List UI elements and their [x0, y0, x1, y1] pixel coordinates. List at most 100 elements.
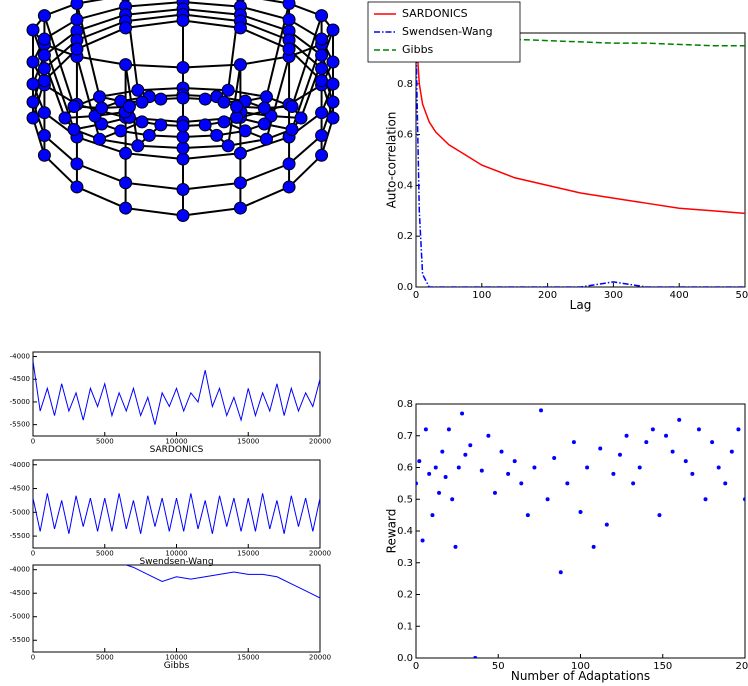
lattice-node	[95, 101, 109, 115]
y-tick-label: -4500	[10, 485, 30, 493]
scatter-point	[736, 427, 741, 432]
lattice-node	[70, 157, 84, 171]
lattice-edge	[125, 152, 184, 160]
x-tick-label: 200	[735, 661, 748, 672]
lattice-node	[37, 62, 51, 76]
x-tick-label: 15000	[237, 438, 259, 446]
lattice-node	[37, 74, 51, 88]
y-tick-label: 0.0	[397, 653, 413, 664]
lattice-node	[176, 91, 190, 105]
axes-frame	[32, 564, 321, 653]
y-tick-label: 0.2	[397, 590, 413, 601]
scatter-point	[585, 465, 590, 470]
lattice-edge	[240, 27, 290, 50]
lattice-edge	[182, 87, 229, 92]
scatter-point	[743, 497, 745, 502]
lattice-edge	[182, 8, 241, 16]
lattice-node	[135, 95, 149, 109]
lattice-edge	[76, 0, 104, 5]
lattice-node	[233, 201, 247, 215]
lattice-edge	[288, 134, 323, 165]
scatter-point	[631, 481, 636, 486]
y-tick-label: -4500	[10, 375, 30, 383]
y-tick-label: 0.7	[397, 431, 413, 442]
x-tick-label: 200	[538, 290, 557, 301]
lattice-node	[135, 115, 149, 129]
lattice-edge	[76, 162, 126, 184]
lattice-node	[198, 118, 212, 132]
scatter-point	[443, 475, 448, 480]
lattice-edge	[240, 186, 290, 209]
lattice-node	[221, 139, 235, 153]
axes-frame	[32, 459, 321, 549]
lattice-node	[26, 111, 40, 125]
legend-label: Swendsen-Wang	[402, 25, 493, 38]
lattice-node	[26, 23, 40, 37]
scatter-point	[433, 465, 438, 470]
scatter-point	[723, 481, 728, 486]
lattice-edge	[76, 186, 126, 209]
scatter-point	[437, 490, 442, 495]
lattice-edge	[240, 55, 290, 66]
lattice-node	[221, 83, 235, 97]
lattice-node	[315, 128, 329, 142]
lattice-node	[119, 146, 133, 160]
y-tick-label: 0.5	[397, 494, 413, 505]
lattice-node	[37, 32, 51, 46]
lattice-node	[131, 83, 145, 97]
lattice-node	[93, 132, 107, 146]
x-tick-label: 0	[31, 654, 35, 662]
scatter-point	[703, 497, 708, 502]
lattice-node	[26, 55, 40, 69]
lattice-edge	[182, 13, 241, 23]
lattice-node	[315, 9, 329, 23]
lattice-node	[315, 62, 329, 76]
series-line	[416, 33, 745, 215]
scatter-point	[598, 446, 603, 451]
scatter-point	[423, 427, 428, 432]
lattice-node	[37, 48, 51, 62]
series-line	[33, 361, 320, 425]
lattice-node	[230, 110, 244, 124]
legend-box	[367, 1, 521, 63]
lattice-edge	[182, 207, 241, 217]
x-axis-label: Swendsen-Wang	[139, 557, 213, 567]
scatter-point	[657, 513, 662, 518]
y-tick-label: 0.8	[397, 399, 413, 410]
scatter-point	[558, 570, 563, 575]
scatter-point	[416, 481, 418, 486]
y-tick-label: -5000	[10, 613, 30, 621]
lattice-edge	[240, 13, 290, 32]
lattice-node	[326, 23, 340, 37]
lattice-node	[58, 111, 72, 125]
lattice-edge	[182, 19, 241, 29]
x-tick-label: 100	[472, 290, 491, 301]
lattice-edge	[288, 30, 323, 57]
scatter-point	[473, 656, 478, 658]
scatter-point	[499, 449, 504, 454]
lattice-edge	[291, 15, 323, 107]
y-tick-label: 0.4	[397, 526, 413, 537]
y-tick-label: 0.6	[397, 463, 413, 474]
scatter-point	[552, 455, 557, 460]
lattice-node	[37, 106, 51, 120]
scatter-point	[617, 452, 622, 457]
lattice-edge	[76, 55, 126, 66]
scatter-point	[525, 513, 530, 518]
series-line	[416, 45, 745, 287]
y-tick-label: -5500	[10, 636, 30, 644]
lattice-edge	[125, 8, 184, 16]
y-tick-label: -5500	[10, 532, 30, 540]
y-tick-label: 0.1	[397, 621, 413, 632]
lattice-node	[217, 115, 231, 129]
lattice-node	[122, 100, 136, 114]
lattice-edge	[182, 1, 241, 8]
lattice-node	[176, 61, 190, 74]
lattice-node	[176, 183, 190, 196]
scatter-point	[430, 513, 435, 518]
lattice-edge	[76, 5, 126, 21]
lattice-node	[93, 90, 107, 104]
scatter-point	[512, 459, 517, 464]
scatter-point	[463, 452, 468, 457]
